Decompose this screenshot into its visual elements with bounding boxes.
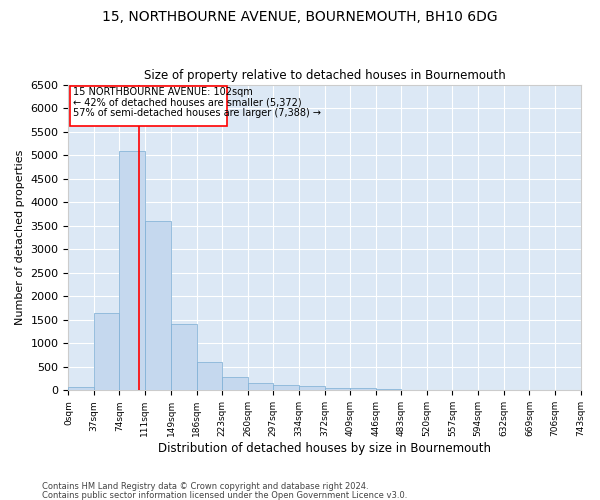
Bar (248, 384, 273, 390)
Bar (119, 152, 145, 390)
Bar (171, 324, 197, 390)
Bar (222, 376, 248, 390)
Bar (94, 313, 119, 390)
Bar (145, 221, 171, 390)
Bar (376, 389, 401, 390)
Bar (299, 386, 325, 390)
Title: Size of property relative to detached houses in Bournemouth: Size of property relative to detached ho… (143, 69, 505, 82)
Text: Contains HM Land Registry data © Crown copyright and database right 2024.: Contains HM Land Registry data © Crown c… (42, 482, 368, 491)
Text: 57% of semi-detached houses are larger (7,388) →: 57% of semi-detached houses are larger (… (73, 108, 320, 118)
Text: 15, NORTHBOURNE AVENUE, BOURNEMOUTH, BH10 6DG: 15, NORTHBOURNE AVENUE, BOURNEMOUTH, BH1… (102, 10, 498, 24)
X-axis label: Distribution of detached houses by size in Bournemouth: Distribution of detached houses by size … (158, 442, 491, 455)
Y-axis label: Number of detached properties: Number of detached properties (15, 150, 25, 325)
Text: Contains public sector information licensed under the Open Government Licence v3: Contains public sector information licen… (42, 490, 407, 500)
Bar (325, 388, 350, 390)
Bar (70, 86, 227, 126)
Text: 15 NORTHBOURNE AVENUE: 102sqm: 15 NORTHBOURNE AVENUE: 102sqm (73, 88, 252, 98)
Bar (350, 388, 376, 390)
Bar (68, 387, 94, 390)
Bar (273, 384, 299, 390)
Bar (197, 362, 222, 390)
Text: ← 42% of detached houses are smaller (5,372): ← 42% of detached houses are smaller (5,… (73, 98, 301, 108)
